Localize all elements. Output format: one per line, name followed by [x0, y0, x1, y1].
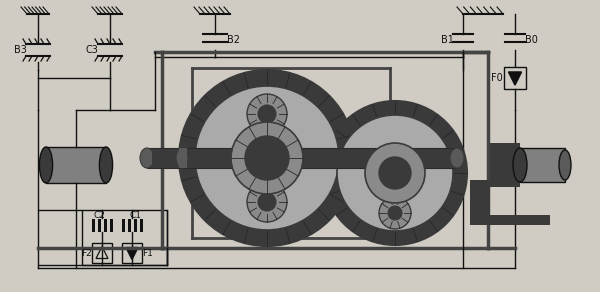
Text: F1: F1: [143, 248, 154, 258]
Bar: [122, 243, 142, 263]
Circle shape: [231, 122, 303, 194]
Bar: [504, 67, 526, 89]
Circle shape: [388, 206, 402, 220]
Bar: [110, 218, 113, 232]
Bar: [121, 218, 125, 232]
Bar: [128, 218, 131, 232]
Circle shape: [245, 136, 289, 180]
Ellipse shape: [559, 150, 571, 180]
Circle shape: [195, 86, 339, 230]
Text: C2: C2: [93, 211, 105, 220]
Text: B3: B3: [14, 45, 26, 55]
Bar: [97, 218, 101, 232]
Bar: [82, 210, 167, 265]
Ellipse shape: [513, 148, 527, 182]
Circle shape: [179, 70, 355, 246]
Bar: [147, 148, 457, 168]
Circle shape: [247, 182, 287, 222]
Polygon shape: [126, 248, 138, 260]
Circle shape: [258, 105, 276, 123]
Bar: [179, 148, 187, 168]
Text: F2: F2: [80, 248, 91, 258]
Circle shape: [365, 143, 425, 203]
Bar: [133, 218, 137, 232]
Text: B1: B1: [440, 35, 454, 45]
Ellipse shape: [450, 148, 464, 168]
Bar: [92, 243, 112, 263]
Bar: [152, 150, 182, 166]
Circle shape: [379, 197, 411, 229]
Bar: [46, 147, 106, 183]
Text: C3: C3: [86, 45, 98, 55]
Text: B0: B0: [524, 35, 538, 45]
Text: C1: C1: [129, 211, 141, 220]
Bar: [91, 218, 95, 232]
Circle shape: [247, 94, 287, 134]
Polygon shape: [508, 72, 521, 85]
Bar: [470, 215, 550, 225]
Bar: [104, 218, 107, 232]
Circle shape: [323, 101, 467, 245]
Ellipse shape: [140, 148, 154, 168]
Circle shape: [258, 193, 276, 211]
Bar: [490, 143, 520, 187]
Bar: [520, 148, 565, 182]
Ellipse shape: [100, 147, 113, 183]
Ellipse shape: [40, 147, 53, 183]
Ellipse shape: [176, 148, 188, 168]
Bar: [139, 218, 143, 232]
Circle shape: [379, 157, 411, 189]
Circle shape: [337, 115, 453, 231]
Bar: [470, 180, 490, 220]
Text: B2: B2: [227, 35, 239, 45]
Text: F0: F0: [491, 73, 503, 83]
